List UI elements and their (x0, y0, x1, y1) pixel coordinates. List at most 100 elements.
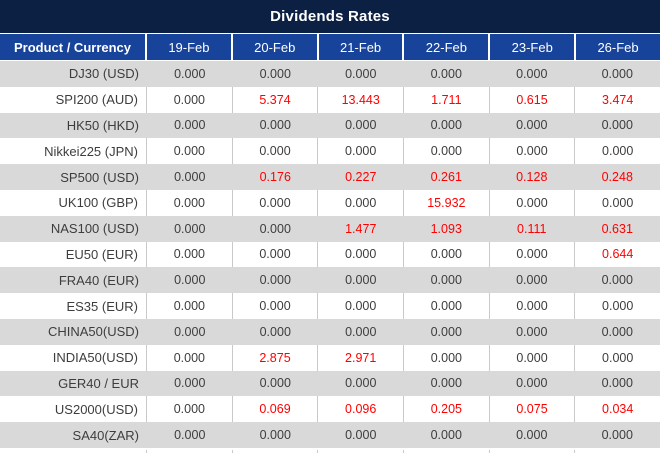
dividend-value-cell: 0.000 (490, 344, 576, 371)
dividend-value-cell: 0.000 (404, 344, 490, 371)
dividend-value-cell: 0.000 (430, 324, 462, 339)
dividend-value-cell: 0.000 (601, 324, 633, 339)
dividend-value-cell: 0.000 (602, 299, 634, 314)
table-row: FRA40 (EUR) 0.000 0.000 0.000 0.000 0.000 0.00… (0, 267, 660, 294)
table-row: INDIA50(USD) 0.000 2.875 2.971 0.000 0.000 0.0… (0, 344, 660, 371)
dividend-value-cell: 1.477 (345, 221, 377, 236)
dividend-value-cell: 0.000 (516, 324, 548, 339)
partial-cell (318, 450, 405, 453)
dividend-value-cell: 0.261 (430, 170, 462, 185)
dividend-value-cell: 0.000 (345, 376, 377, 391)
dividend-value-cell: 0.000 (318, 189, 405, 216)
dividend-value-cell: 0.205 (404, 396, 490, 423)
table-row: US2000(USD) 0.000 0.069 0.096 0.205 0.075 0.03… (0, 396, 660, 423)
dividend-value-cell: 0.000 (601, 118, 633, 133)
dividend-value-cell: 0.000 (174, 118, 206, 133)
dividend-value-cell: 0.000 (430, 66, 462, 81)
dividend-value-cell: 0.000 (345, 273, 377, 288)
table-row: SA40(ZAR) 0.000 0.000 0.000 0.000 0.000 0.000 (0, 422, 660, 448)
dividend-value-cell: 0.644 (602, 247, 634, 262)
dividend-value-cell: 5.374 (233, 86, 319, 113)
dividend-value-cell: 0.000 (147, 86, 233, 113)
product-label-cell: HK50 (HKD) (66, 117, 139, 133)
dividend-value-cell: 0.000 (430, 273, 462, 288)
dividend-value-cell: 0.000 (147, 241, 233, 268)
dividend-value-cell: 0.000 (404, 138, 490, 165)
dividend-value-cell: 0.000 (147, 396, 233, 423)
dividend-value-cell: 0.000 (602, 144, 634, 159)
dividend-value-cell: 0.000 (490, 241, 576, 268)
product-label-cell: CHINA50(USD) (47, 324, 139, 340)
date-column-header: 22-Feb (404, 34, 491, 60)
dividend-value-cell: 0.000 (601, 428, 633, 443)
dividend-value-cell: 0.000 (516, 273, 548, 288)
product-currency-column-header: Product / Currency (0, 34, 147, 60)
dividend-value-cell: 0.034 (602, 402, 634, 417)
dividend-value-cell: 0.000 (601, 273, 633, 288)
dividend-value-cell: 0.631 (601, 221, 633, 236)
date-column-header: 20-Feb (233, 34, 319, 60)
dividend-value-cell: 0.000 (233, 293, 319, 319)
product-label-cell: NAS100 (USD) (50, 221, 139, 237)
column-header-row: Product / Currency 19-Feb 20-Feb 21-Feb 22-… (0, 33, 660, 61)
table-row: HK50 (HKD) 0.000 0.000 0.000 0.000 0.000 0.000 (0, 112, 660, 139)
dividend-value-cell: 0.000 (490, 189, 576, 216)
dividend-value-cell: 1.093 (430, 221, 462, 236)
dividend-value-cell: 0.000 (259, 376, 291, 391)
product-label-cell: EU50 (EUR) (0, 241, 147, 268)
date-column-header: 23-Feb (490, 34, 577, 60)
product-label-cell: UK100 (GBP) (0, 189, 147, 216)
dividend-value-cell: 0.000 (233, 189, 319, 216)
dividend-value-cell: 0.000 (318, 241, 405, 268)
dividend-value-cell: 0.000 (345, 118, 377, 133)
partial-cell (0, 450, 147, 453)
table-row: SP500 (USD) 0.000 0.176 0.227 0.261 0.128 0.24… (0, 164, 660, 190)
dividend-value-cell: 0.000 (345, 428, 377, 443)
partial-cell (490, 450, 576, 453)
table-title: Dividends Rates (0, 0, 660, 33)
dividend-value-cell: 0.000 (516, 376, 548, 391)
dividend-value-cell: 0.000 (516, 118, 548, 133)
dividend-value-cell: 0.000 (516, 428, 548, 443)
product-label-cell: FRA40 (EUR) (58, 272, 139, 288)
table-row: NAS100 (USD) 0.000 0.000 1.477 1.093 0.111 0.6… (0, 215, 660, 242)
product-label-cell: US2000(USD) (0, 396, 147, 423)
product-label-cell: Nikkei225 (JPN) (0, 138, 147, 165)
dividend-value-cell: 0.000 (601, 376, 633, 391)
dividend-value-cell: 13.443 (318, 86, 405, 113)
table-row: SPI200 (AUD) 0.000 5.374 13.443 1.711 0.615 3.… (0, 86, 660, 113)
partial-cell (404, 450, 490, 453)
dividend-value-cell: 0.000 (430, 376, 462, 391)
dividend-value-cell: 0.000 (174, 170, 206, 185)
date-column-header: 19-Feb (147, 34, 233, 60)
dividend-value-cell: 0.000 (259, 428, 291, 443)
table-row: ES35 (EUR) 0.000 0.000 0.000 0.000 0.000 0.000 (0, 293, 660, 319)
dividend-value-cell: 2.971 (318, 344, 405, 371)
dividend-value-cell: 0.000 (259, 221, 291, 236)
dividend-value-cell: 0.000 (174, 324, 206, 339)
table-body: DJ30 (USD) 0.000 0.000 0.000 0.000 0.000 0.000… (0, 61, 660, 450)
dividend-value-cell: 0.069 (233, 396, 319, 423)
dividend-value-cell: 0.000 (516, 66, 548, 81)
dividend-value-cell: 15.932 (404, 189, 490, 216)
dividend-value-cell: 0.176 (259, 170, 291, 185)
partial-cell (233, 450, 319, 453)
dividend-value-cell: 0.000 (233, 241, 319, 268)
table-row: UK100 (GBP) 0.000 0.000 0.000 15.932 0.000 0.0… (0, 189, 660, 216)
table-row: Nikkei225 (JPN) 0.000 0.000 0.000 0.000 0.000… (0, 138, 660, 165)
dividend-value-cell: 2.875 (233, 344, 319, 371)
product-label-cell: SP500 (USD) (60, 169, 139, 185)
dividend-value-cell: 0.615 (490, 86, 576, 113)
dividend-value-cell: 0.000 (147, 293, 233, 319)
table-row: CHINA50(USD) 0.000 0.000 0.000 0.000 0.000 0.0… (0, 318, 660, 345)
dividend-value-cell: 0.000 (490, 138, 576, 165)
dividend-value-cell: 0.000 (318, 293, 405, 319)
product-label-cell: ES35 (EUR) (0, 293, 147, 319)
table-row: EU50 (EUR) 0.000 0.000 0.000 0.000 0.000 0.644 (0, 241, 660, 268)
dividend-value-cell: 3.474 (602, 92, 634, 107)
dividend-value-cell: 0.000 (601, 66, 633, 81)
dividend-value-cell: 0.000 (602, 195, 634, 210)
dividend-value-cell: 0.000 (174, 273, 206, 288)
dividend-value-cell: 0.000 (233, 138, 319, 165)
dividend-value-cell: 0.000 (174, 376, 206, 391)
